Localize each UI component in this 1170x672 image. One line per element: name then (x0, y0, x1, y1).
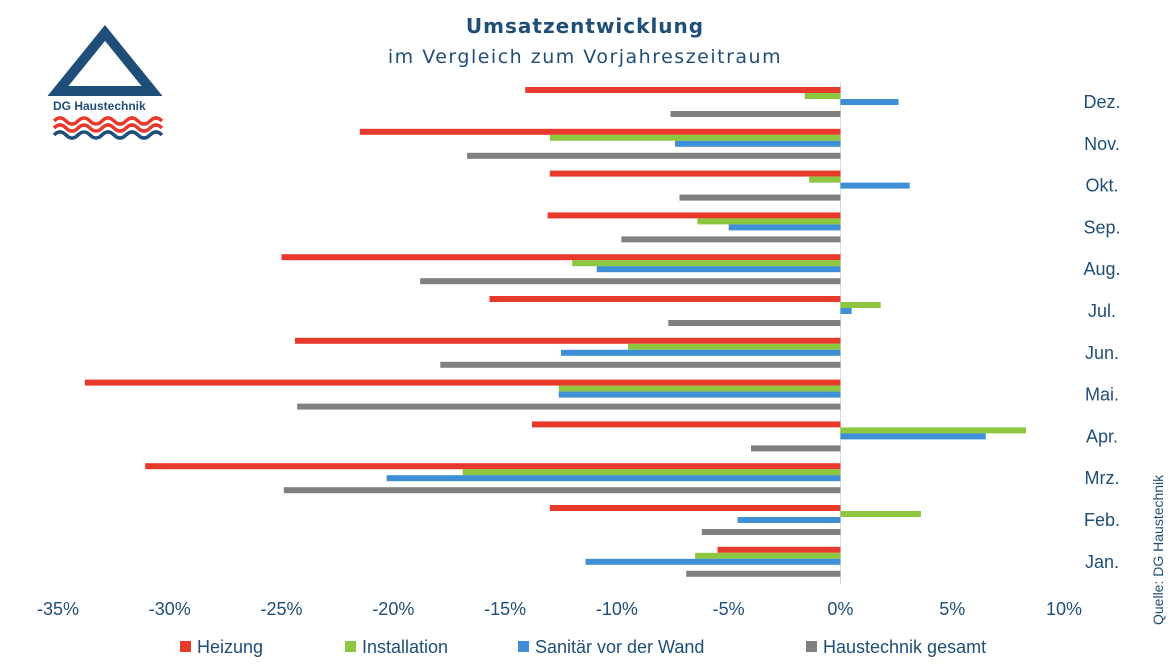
bar-installation-jan (695, 552, 841, 559)
bar-installation-apr (840, 427, 1026, 434)
legend-label: Sanitär vor der Wand (535, 637, 704, 657)
category-label: Jan. (1085, 552, 1119, 572)
x-tick-label: -15% (484, 599, 526, 619)
bar-installation-jun (628, 343, 841, 350)
legend-swatch (180, 641, 191, 652)
bar-heizung-aug (281, 254, 841, 261)
category-label: Aug. (1083, 259, 1120, 279)
bar-heizung-nov (359, 128, 841, 135)
x-tick-label: -35% (37, 599, 79, 619)
source-note: Quelle: DG Haustechnik (1150, 474, 1166, 625)
bar-heizung-feb (549, 505, 841, 511)
bar-sanit-r-vor-der-wand-apr (840, 433, 986, 440)
bar-sanit-r-vor-der-wand-nov (675, 140, 841, 147)
bar-heizung-okt (549, 170, 841, 177)
bar-installation-mai (558, 385, 841, 392)
bar-haustechnik-gesamt-jan (686, 570, 841, 577)
category-label: Mrz. (1085, 468, 1120, 488)
category-label: Mai. (1085, 385, 1119, 405)
bar-haustechnik-gesamt-jun (440, 361, 841, 368)
bar-heizung-jan (717, 546, 841, 553)
bar-sanit-r-vor-der-wand-aug (596, 266, 841, 273)
category-label: Jun. (1085, 343, 1119, 363)
bar-sanit-r-vor-der-wand-dez (840, 99, 899, 105)
bar-sanit-r-vor-der-wand-mai (558, 391, 841, 398)
x-tick-label: -20% (372, 599, 414, 619)
bar-heizung-sep (547, 212, 841, 219)
bar-installation-mrz (462, 469, 841, 476)
x-tick-label: -5% (713, 599, 745, 619)
chart-subtitle: im Vergleich zum Vorjahreszeitraum (387, 46, 783, 68)
bar-haustechnik-gesamt-dez (670, 111, 841, 117)
bar-sanit-r-vor-der-wand-feb (737, 517, 841, 523)
bar-haustechnik-gesamt-aug (420, 278, 841, 285)
legend-label: Heizung (197, 637, 263, 657)
logo-wave-red (52, 116, 164, 126)
legend-swatch (345, 641, 356, 652)
legend-label: Installation (362, 637, 448, 657)
legend-swatch (518, 641, 529, 652)
chart-title-block: Umsatzentwicklung im Vergleich zum Vorja… (0, 14, 1170, 68)
bar-installation-okt (809, 176, 841, 183)
bar-heizung-mai (84, 379, 841, 386)
bar-heizung-jul (489, 296, 841, 302)
bar-haustechnik-gesamt-nov (467, 152, 841, 159)
bar-installation-feb (840, 511, 921, 517)
x-tick-label: 0% (827, 599, 853, 619)
bar-installation-dez (804, 93, 841, 99)
bar-sanit-r-vor-der-wand-jun (561, 349, 841, 356)
category-label: Okt. (1085, 176, 1118, 196)
category-label: Dez. (1083, 92, 1120, 112)
bar-installation-nov (549, 134, 841, 141)
bar-haustechnik-gesamt-okt (679, 194, 841, 201)
bar-sanit-r-vor-der-wand-mrz (386, 475, 841, 482)
bar-sanit-r-vor-der-wand-sep (728, 224, 841, 231)
bar-installation-jul (840, 302, 881, 308)
bar-haustechnik-gesamt-feb (701, 529, 841, 535)
chart-title: Umsatzentwicklung (465, 14, 705, 38)
x-tick-label: -10% (596, 599, 638, 619)
bar-haustechnik-gesamt-jul (668, 320, 841, 326)
x-tick-label: 5% (939, 599, 965, 619)
bar-haustechnik-gesamt-sep (621, 236, 841, 243)
category-label: Apr. (1086, 426, 1118, 446)
x-tick-label: 10% (1046, 599, 1082, 619)
bar-heizung-jun (294, 337, 841, 344)
category-label: Feb. (1084, 510, 1120, 530)
bar-installation-sep (697, 218, 841, 225)
x-tick-label: -25% (261, 599, 303, 619)
bar-sanit-r-vor-der-wand-jan (585, 558, 841, 565)
bar-heizung-apr (531, 421, 841, 428)
logo-roof-icon (47, 25, 163, 96)
bar-installation-aug (572, 260, 841, 267)
logo-wave-red-2 (52, 123, 164, 133)
bar-haustechnik-gesamt-mrz (283, 487, 841, 494)
category-label: Sep. (1083, 217, 1120, 237)
bar-sanit-r-vor-der-wand-jul (840, 308, 852, 314)
bar-heizung-mrz (145, 463, 841, 470)
logo-text: DG Haustechnik (53, 99, 146, 113)
category-label: Nov. (1084, 134, 1120, 154)
legend-swatch (806, 641, 817, 652)
bar-haustechnik-gesamt-apr (751, 445, 841, 452)
bar-heizung-dez (525, 87, 841, 93)
legend-label: Haustechnik gesamt (823, 637, 986, 657)
bar-haustechnik-gesamt-mai (297, 403, 841, 410)
category-label: Jul. (1088, 301, 1116, 321)
dg-haustechnik-logo: DG Haustechnik (47, 25, 164, 140)
bar-sanit-r-vor-der-wand-okt (840, 182, 910, 189)
x-tick-label: -30% (149, 599, 191, 619)
logo-wave-blue (52, 130, 164, 140)
